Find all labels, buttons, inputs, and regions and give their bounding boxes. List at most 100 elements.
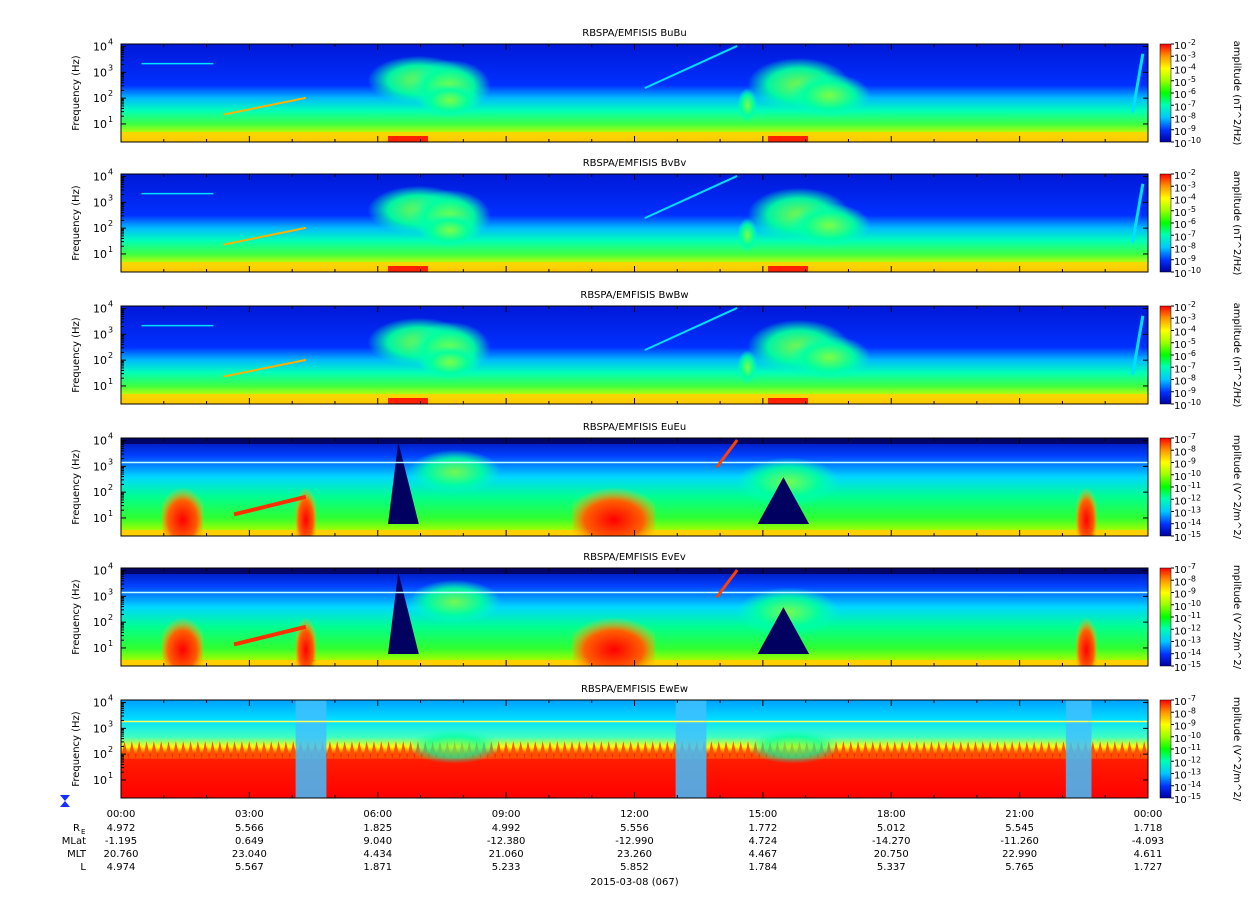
colorbar-tick-exponent: -15 [1188,660,1201,669]
ephemeris-value: 21.060 [489,849,524,860]
colorbar-tick-exponent: -10 [1188,398,1201,407]
ephemeris-value: -12.380 [487,836,526,847]
y-axis-label: Frequency (Hz) [71,579,82,655]
colorbar-tick-exponent: -10 [1188,266,1201,275]
y-tick-exponent: 4 [108,38,113,47]
ephemeris-value: -4.093 [1132,836,1164,847]
x-tick-label: 03:00 [235,809,264,820]
colorbar-label: amplitude (nT^2/Hz) [1231,303,1242,408]
colorbar-tick-exponent: -10 [1188,599,1201,608]
colorbar-tick-label: 10 [1174,533,1187,544]
colorbar-tick-exponent: -13 [1188,506,1201,515]
colorbar [1159,699,1172,799]
colorbar-tick-label: 10 [1174,78,1187,89]
spectrogram-image [121,438,1148,536]
colorbar-label: mplitude (V^2/m^2/ [1231,697,1242,802]
colorbar-tick-label: 10 [1174,245,1187,256]
colorbar-label: mplitude (V^2/m^2/ [1231,565,1242,670]
y-tick-exponent: 1 [108,245,113,254]
y-tick-exponent: 4 [108,432,113,441]
colorbar-tick-label: 10 [1174,758,1187,769]
y-tick-label: 10 [93,565,107,578]
x-tick-label: 18:00 [877,809,906,820]
panel-title: RBSPA/EMFISIS EvEv [583,552,686,563]
colorbar-tick-exponent: -10 [1188,469,1201,478]
colorbar-label: amplitude (nT^2/Hz) [1231,41,1242,146]
colorbar-tick-exponent: -11 [1188,743,1201,752]
colorbar-tick-label: 10 [1174,521,1187,532]
colorbar-tick-label: 10 [1174,447,1187,458]
ephemeris-value: 23.260 [617,849,652,860]
colorbar-tick-label: 10 [1174,401,1187,412]
ephemeris-value: 5.765 [1005,862,1034,873]
colorbar-tick-exponent: -9 [1188,124,1196,133]
y-tick-exponent: 2 [108,483,113,492]
colorbar-tick-label: 10 [1174,783,1187,794]
colorbar-tick-exponent: -14 [1188,780,1201,789]
ephemeris-value: 4.724 [749,836,778,847]
y-tick-exponent: 3 [108,193,113,202]
colorbar-tick-label: 10 [1174,590,1187,601]
colorbar-tick-exponent: -7 [1188,432,1196,441]
y-tick-label: 10 [93,222,107,235]
colorbar-tick-label: 10 [1174,183,1187,194]
ephemeris-value: -1.195 [105,836,137,847]
y-tick-label: 10 [93,303,107,316]
ephemeris-value: 20.760 [104,849,139,860]
colorbar-tick-label: 10 [1174,196,1187,207]
ephemeris-value: 20.750 [874,849,909,860]
y-axis-label: Frequency (Hz) [71,317,82,393]
colorbar-tick-exponent: -8 [1188,706,1196,715]
hourglass-icon[interactable] [60,795,70,807]
y-axis-label: Frequency (Hz) [71,449,82,525]
colorbar-tick-label: 10 [1174,171,1187,182]
colorbar-tick-label: 10 [1174,315,1187,326]
colorbar-tick-exponent: -15 [1188,530,1201,539]
colorbar-tick-exponent: -5 [1188,205,1196,214]
colorbar-tick-exponent: -10 [1188,731,1201,740]
y-tick-exponent: 3 [108,63,113,72]
ephemeris-value: 5.852 [620,862,649,873]
panel-title: RBSPA/EMFISIS EwEw [581,684,688,695]
y-tick-exponent: 4 [108,562,113,571]
colorbar [1159,437,1172,537]
y-tick-label: 10 [93,774,107,787]
colorbar-tick-label: 10 [1174,651,1187,662]
colorbar-tick-label: 10 [1174,795,1187,806]
colorbar-tick-exponent: -12 [1188,755,1201,764]
ephemeris-row-label: MLT [67,849,87,860]
y-tick-exponent: 2 [108,351,113,360]
colorbar-tick-label: 10 [1174,734,1187,745]
y-tick-exponent: 3 [108,587,113,596]
panel-title: RBSPA/EMFISIS EuEu [583,422,686,433]
spectrogram-image [121,44,1148,142]
ephemeris-value: 4.611 [1134,849,1163,860]
colorbar-tick-exponent: -8 [1188,112,1196,121]
y-tick-label: 10 [93,512,107,525]
colorbar-tick-label: 10 [1174,722,1187,733]
y-tick-label: 10 [93,486,107,499]
panel-title: RBSPA/EMFISIS BuBu [582,28,686,39]
spectrogram-image [121,306,1148,404]
colorbar-tick-exponent: -8 [1188,444,1196,453]
colorbar-tick-exponent: -6 [1188,217,1196,226]
colorbar-tick-label: 10 [1174,328,1187,339]
colorbar-tick-label: 10 [1174,626,1187,637]
colorbar-tick-exponent: -3 [1188,50,1196,59]
y-tick-exponent: 3 [108,325,113,334]
y-tick-label: 10 [93,196,107,209]
colorbar-tick-exponent: -8 [1188,574,1196,583]
colorbar-tick-exponent: -2 [1188,168,1196,177]
y-tick-exponent: 2 [108,745,113,754]
colorbar-tick-exponent: -5 [1188,337,1196,346]
y-tick-label: 10 [93,328,107,341]
date-label: 2015-03-08 (067) [590,877,678,888]
x-tick-label: 21:00 [1005,809,1034,820]
colorbar-tick-label: 10 [1174,340,1187,351]
colorbar-tick-exponent: -6 [1188,87,1196,96]
ephemeris-value: 5.566 [235,823,264,834]
colorbar-label: mplitude (V^2/m^2/ [1231,435,1242,540]
